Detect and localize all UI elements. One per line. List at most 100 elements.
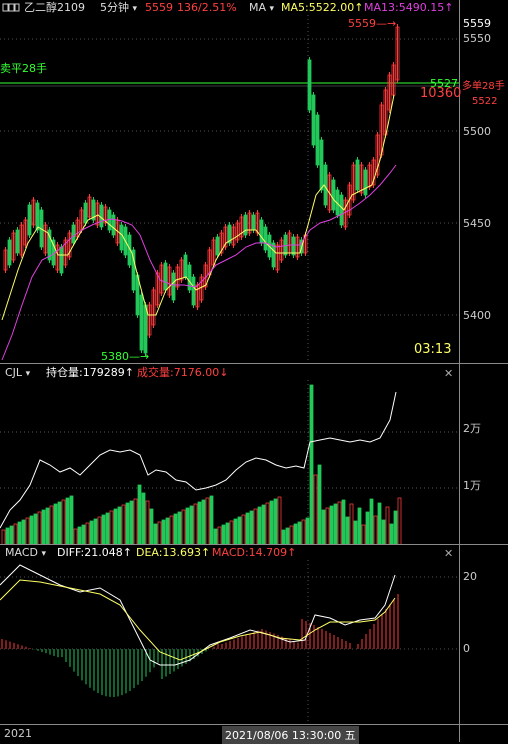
candle-body <box>127 234 132 266</box>
candle-body <box>251 214 256 231</box>
macd-chart[interactable] <box>0 560 459 724</box>
diff-value: DIFF:21.048↑ <box>57 546 132 559</box>
candle-body <box>171 272 176 301</box>
candle-body <box>67 232 72 258</box>
ma5-value: MA5:5522.00↑ <box>281 1 364 14</box>
volume-bar <box>337 501 342 545</box>
volume-bar <box>293 523 298 545</box>
axis-label-20k: 2万 <box>463 422 481 435</box>
volume-bar <box>121 504 126 545</box>
volume-bar <box>193 503 198 545</box>
volume-bar <box>189 505 194 545</box>
volume-bar <box>49 505 54 545</box>
volume-bar <box>129 500 134 545</box>
candle-body <box>235 222 240 241</box>
price-chart[interactable] <box>0 15 459 363</box>
chart-window-icon[interactable] <box>2 3 20 13</box>
indicator-label: MA <box>249 1 267 14</box>
macd-selector[interactable]: MACD ▾ <box>5 546 46 561</box>
volume-bar <box>301 519 306 545</box>
volume-bar <box>281 529 286 545</box>
candle-body <box>55 244 60 271</box>
volume-bar <box>353 520 358 545</box>
volume-bar <box>9 525 14 545</box>
candle-body <box>339 194 344 226</box>
volume-bar <box>149 508 154 545</box>
footer-year: 2021 <box>4 727 32 740</box>
candle-body <box>167 266 172 296</box>
close-icon[interactable]: ✕ <box>444 367 454 380</box>
long-order-label[interactable]: 多单28手 <box>462 81 505 92</box>
candle-body <box>119 224 124 251</box>
ma13-line <box>1 164 397 361</box>
candle-body <box>327 174 332 211</box>
dea-value: DEA:13.693↑ <box>136 546 211 559</box>
volume-bar <box>109 510 114 545</box>
volume-bar <box>309 384 314 545</box>
candle-body <box>239 216 244 238</box>
volume-bar <box>217 526 222 545</box>
close-icon[interactable]: ✕ <box>444 547 454 560</box>
volume-bar <box>381 519 386 545</box>
dropdown-arrow-icon: ▾ <box>269 4 275 14</box>
volume-bar <box>89 520 94 545</box>
volume-overlay-value: 10360 <box>420 86 462 101</box>
volume-bar <box>397 497 402 545</box>
volume-bar <box>197 501 202 545</box>
volume-bar <box>253 508 258 545</box>
axis-label-10k: 1万 <box>463 479 481 492</box>
period-label: 5分钟 <box>100 1 129 14</box>
ma5-line <box>1 94 395 321</box>
symbol-name[interactable]: 乙二醇2109 <box>24 1 85 14</box>
candle-body <box>143 304 148 354</box>
volume-bar <box>69 495 74 545</box>
candle-body <box>279 239 284 261</box>
volume-bar <box>297 521 302 545</box>
axis-label-5550: 5550 <box>463 32 491 45</box>
volume-bar <box>25 517 30 545</box>
period-selector[interactable]: 5分钟 ▾ <box>100 1 137 16</box>
volume-bar <box>105 512 110 545</box>
candle-body <box>83 202 88 224</box>
macd-name: MACD <box>5 546 38 559</box>
candle-body <box>103 206 108 224</box>
volume-bar <box>97 516 102 545</box>
volume-bar <box>13 523 18 545</box>
candle-body <box>27 204 32 236</box>
candle-body <box>19 224 24 256</box>
candle-body <box>311 94 316 146</box>
volume-chart[interactable] <box>0 380 459 545</box>
candle-body <box>91 199 96 221</box>
candle-body <box>215 236 220 256</box>
candle-body <box>247 212 252 234</box>
volume-bar <box>273 498 278 545</box>
indicator-selector[interactable]: MA ▾ <box>249 1 274 16</box>
volume-bar <box>77 526 82 545</box>
candle-body <box>147 304 152 336</box>
volume-bar <box>393 510 398 545</box>
low-price-label: 5380 <box>101 350 129 363</box>
volume-bar <box>125 502 130 545</box>
candle-body <box>47 229 52 261</box>
volume-bar <box>237 516 242 545</box>
volume-bar <box>229 520 234 545</box>
volume-bar <box>313 474 318 545</box>
volume-bar <box>117 506 122 545</box>
volume-bar <box>341 499 346 545</box>
order-line-price: 5527 <box>430 77 458 90</box>
axis-label-high: 5559 <box>463 17 491 30</box>
volume-bar <box>377 502 382 545</box>
cursor-time-label: 2021/08/06 13:30:00 五 <box>222 726 359 744</box>
volume-bar <box>101 514 106 545</box>
candle-body <box>219 232 224 254</box>
volume-bar <box>113 508 118 545</box>
footer-divider <box>0 724 508 725</box>
candle-body <box>255 212 260 234</box>
volume-bar <box>329 505 334 545</box>
cjl-selector[interactable]: CJL ▾ <box>5 366 30 381</box>
sell-close-order-label[interactable]: 卖平28手 <box>0 62 47 75</box>
candle-body <box>227 224 232 244</box>
volume-bar <box>249 510 254 545</box>
volume-bar <box>201 499 206 545</box>
volume-bar <box>93 518 98 545</box>
